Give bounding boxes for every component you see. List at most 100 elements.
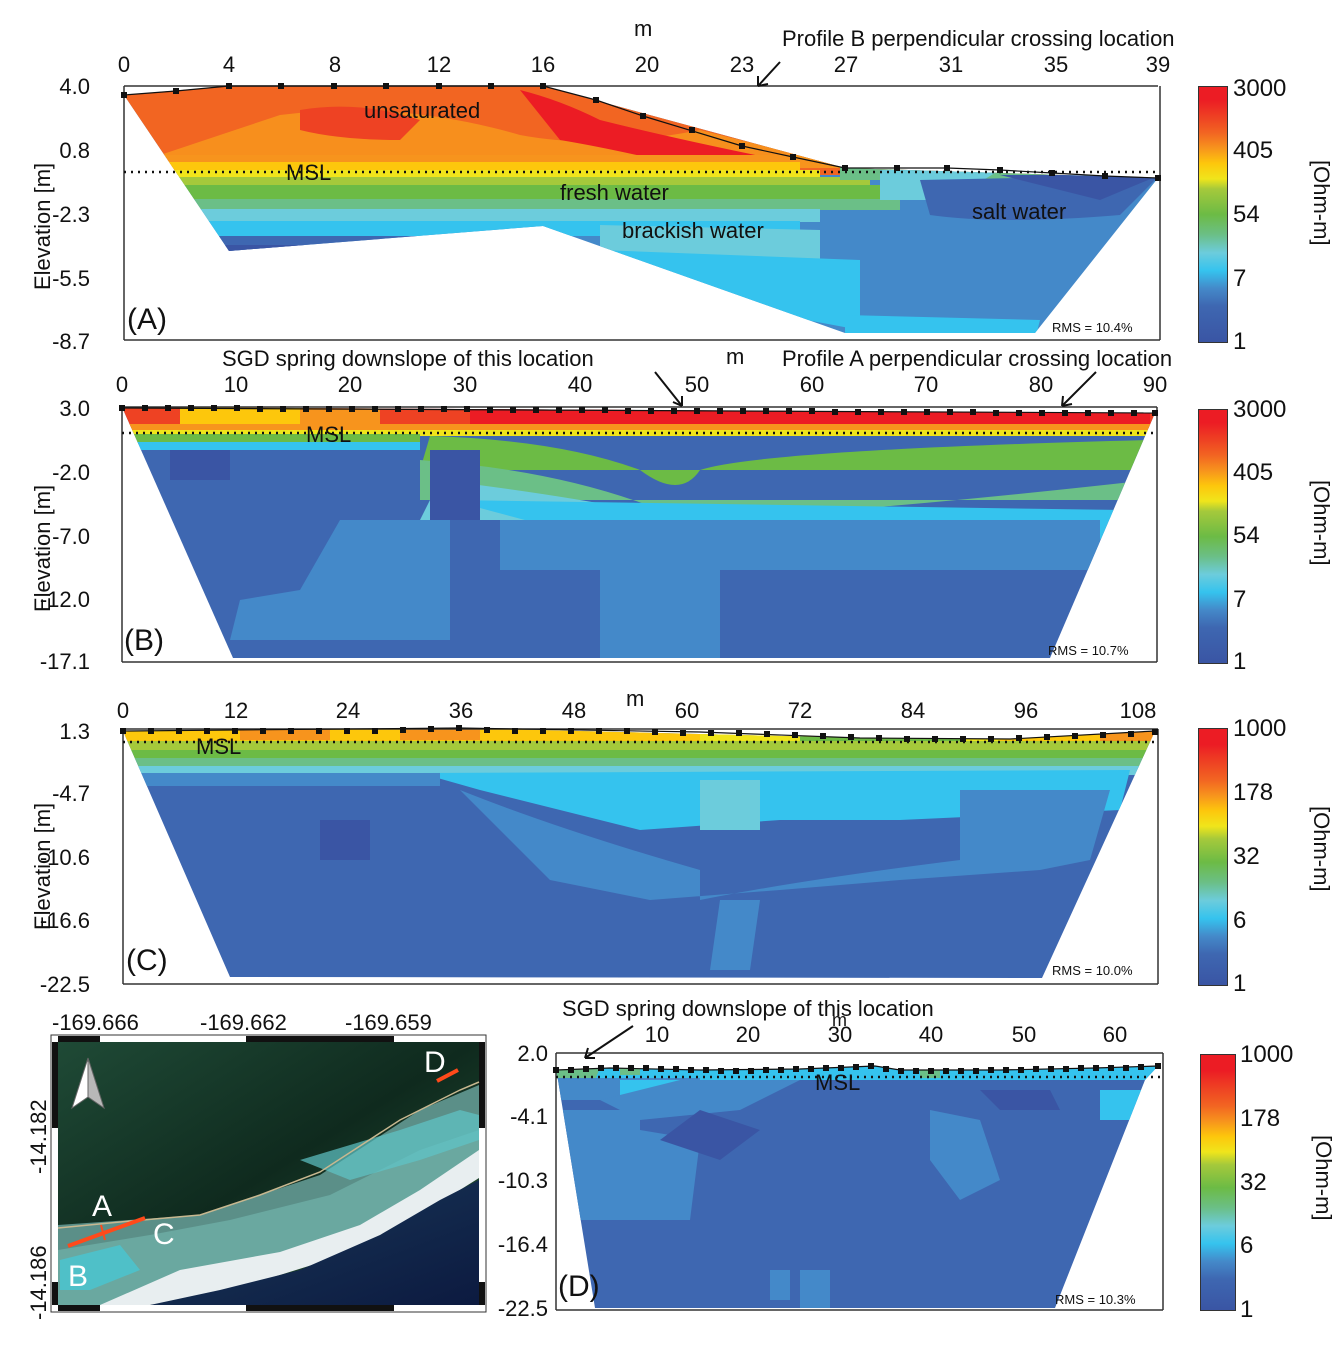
- x-tick: 8: [328, 52, 342, 77]
- colorbar-label: 7: [1233, 265, 1247, 292]
- sgd-annotation: SGD spring downslope of this location: [562, 996, 934, 1021]
- y-tick: -16.6: [39, 908, 90, 933]
- colorbar-label: 178: [1233, 779, 1274, 806]
- colorbar-label: 405: [1233, 459, 1274, 486]
- x-tick: 39: [1145, 52, 1171, 77]
- x-tick: 12: [223, 698, 249, 723]
- x-tick: 36: [448, 698, 474, 723]
- colorbar-label: 1000: [1233, 715, 1287, 742]
- y-tick: -10.6: [39, 845, 90, 870]
- resistivity-section-a: [121, 61, 1161, 341]
- rms-label: RMS = 10.3%: [1055, 1292, 1136, 1307]
- colorbar-label: 54: [1233, 522, 1260, 549]
- x-tick: 72: [787, 698, 813, 723]
- colorbar-label: 3000: [1233, 396, 1287, 423]
- x-tick: 96: [1013, 698, 1039, 723]
- x-tick: 10: [644, 1022, 670, 1047]
- x-tick: 16: [530, 52, 556, 77]
- x-unit-label: m: [726, 344, 745, 369]
- y-tick: 3.0: [59, 396, 90, 421]
- x-tick: 90: [1142, 372, 1168, 397]
- colorbar-b: [1198, 409, 1228, 664]
- x-tick: 50: [684, 372, 710, 397]
- x-tick: 0: [116, 698, 130, 723]
- y-tick: 0.8: [59, 138, 90, 163]
- x-unit-label: m: [832, 1010, 847, 1030]
- x-tick: 35: [1043, 52, 1069, 77]
- colorbar-label: 32: [1240, 1169, 1267, 1196]
- colorbar-label: 405: [1233, 137, 1274, 164]
- rms-label: RMS = 10.0%: [1052, 963, 1133, 978]
- resistivity-section-c: [120, 725, 1159, 985]
- y-tick: -10.3: [497, 1168, 548, 1193]
- rms-label: RMS = 10.7%: [1048, 643, 1129, 658]
- colorbar-label: 178: [1240, 1105, 1281, 1132]
- y-tick: -5.5: [52, 266, 90, 291]
- colorbar-label: 1: [1233, 648, 1247, 675]
- x-tick: 30: [452, 372, 478, 397]
- electrode-markers: [119, 405, 1158, 416]
- colorbar-label: 6: [1240, 1232, 1254, 1259]
- lon-tick: -169.659: [345, 1010, 432, 1035]
- y-tick: -22.5: [497, 1296, 548, 1321]
- y-tick: -4.1: [510, 1104, 548, 1129]
- msl-label: MSL: [286, 160, 332, 185]
- x-tick: 84: [900, 698, 926, 723]
- x-tick: 27: [833, 52, 859, 77]
- x-tick: 60: [674, 698, 700, 723]
- electrode-markers: [553, 1063, 1161, 1074]
- panel-label: (B): [124, 624, 164, 657]
- panel-label: (D): [558, 1270, 600, 1303]
- brackish-water-label: brackish water: [622, 218, 764, 243]
- panel-label: (A): [127, 303, 167, 336]
- msl-label: MSL: [196, 734, 242, 759]
- y-tick: -17.1: [39, 649, 90, 674]
- y-tick: -4.7: [52, 781, 90, 806]
- x-tick: 24: [335, 698, 361, 723]
- sgd-annotation: SGD spring downslope of this location: [222, 346, 594, 371]
- x-tick: 108: [1119, 698, 1157, 723]
- colorbar-label: 1: [1233, 970, 1247, 997]
- x-tick: 60: [799, 372, 825, 397]
- x-tick: 20: [735, 1022, 761, 1047]
- map-label-b: B: [68, 1260, 89, 1293]
- colorbar-label: 32: [1233, 843, 1260, 870]
- y-tick: -8.7: [52, 329, 90, 354]
- y-tick: -2.3: [52, 202, 90, 227]
- x-tick: 0: [117, 52, 131, 77]
- satellite-image: [50, 1034, 487, 1313]
- colorbar-label: 1: [1233, 328, 1247, 355]
- x-tick: 4: [222, 52, 236, 77]
- resistivity-section-b: [119, 371, 1158, 663]
- x-tick: 70: [913, 372, 939, 397]
- colorbar-label: 7: [1233, 586, 1247, 613]
- x-tick: 0: [115, 372, 129, 397]
- x-tick: 40: [567, 372, 593, 397]
- x-tick: 20: [634, 52, 660, 77]
- rms-label: RMS = 10.4%: [1052, 320, 1133, 335]
- x-tick: 80: [1028, 372, 1054, 397]
- x-tick: 48: [561, 698, 587, 723]
- north-arrow-icon: [71, 1057, 105, 1110]
- electrode-markers: [120, 725, 1158, 742]
- crossing-annotation: Profile A perpendicular crossing locatio…: [782, 346, 1173, 371]
- x-tick: 12: [426, 52, 452, 77]
- msl-label: MSL: [306, 422, 352, 447]
- x-tick: 50: [1011, 1022, 1037, 1047]
- x-tick: 10: [223, 372, 249, 397]
- colorbar-c: [1198, 728, 1228, 986]
- salt-water-label: salt water: [972, 199, 1067, 224]
- map-label-c: C: [153, 1218, 175, 1251]
- x-tick: 31: [938, 52, 964, 77]
- map-label-d: D: [424, 1046, 446, 1079]
- x-tick: 20: [337, 372, 363, 397]
- y-tick: -12.0: [39, 587, 90, 612]
- x-tick: 23: [729, 52, 755, 77]
- lon-tick: -169.662: [200, 1010, 287, 1035]
- colorbar-label: 1: [1240, 1296, 1254, 1323]
- x-unit-label: m: [634, 16, 653, 41]
- y-tick: 2.0: [517, 1041, 548, 1066]
- x-tick: 60: [1102, 1022, 1128, 1047]
- fresh-water-label: fresh water: [560, 180, 669, 205]
